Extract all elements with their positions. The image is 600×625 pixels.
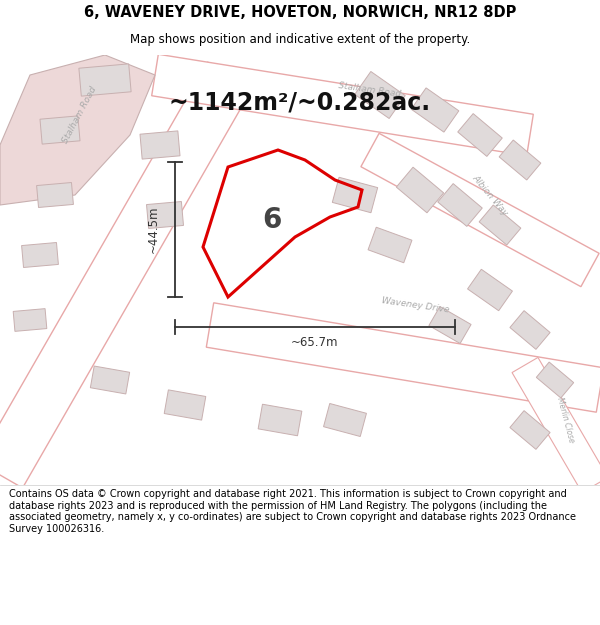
Text: Contains OS data © Crown copyright and database right 2021. This information is : Contains OS data © Crown copyright and d…: [9, 489, 576, 534]
Polygon shape: [0, 55, 155, 205]
Text: ~1142m²/~0.282ac.: ~1142m²/~0.282ac.: [169, 91, 431, 115]
Text: ~65.7m: ~65.7m: [291, 336, 339, 349]
Text: Albion Way: Albion Way: [470, 173, 509, 217]
Text: Merlin Close: Merlin Close: [554, 396, 575, 444]
Polygon shape: [512, 357, 600, 492]
Bar: [164, 390, 206, 420]
Bar: [323, 404, 367, 436]
Bar: [79, 64, 131, 96]
Polygon shape: [361, 133, 599, 287]
Text: Stalham Road: Stalham Road: [338, 81, 402, 99]
Bar: [22, 242, 58, 268]
Bar: [91, 366, 130, 394]
Bar: [40, 116, 80, 144]
Bar: [140, 131, 180, 159]
Bar: [467, 269, 512, 311]
Polygon shape: [152, 54, 533, 156]
Polygon shape: [206, 302, 600, 412]
Bar: [355, 71, 405, 119]
Polygon shape: [0, 62, 253, 488]
Bar: [536, 362, 574, 398]
Bar: [510, 311, 550, 349]
Text: Stalham Road: Stalham Road: [61, 85, 99, 145]
Text: 6: 6: [262, 206, 281, 234]
Bar: [37, 182, 73, 208]
Bar: [146, 201, 184, 229]
Text: 6, WAVENEY DRIVE, HOVETON, NORWICH, NR12 8DP: 6, WAVENEY DRIVE, HOVETON, NORWICH, NR12…: [84, 4, 516, 19]
Bar: [458, 114, 502, 156]
Bar: [258, 404, 302, 436]
Bar: [332, 177, 377, 212]
Bar: [429, 306, 471, 344]
Bar: [510, 411, 550, 449]
Bar: [499, 140, 541, 180]
Text: Map shows position and indicative extent of the property.: Map shows position and indicative extent…: [130, 33, 470, 46]
Bar: [438, 184, 482, 226]
Bar: [368, 228, 412, 262]
Bar: [411, 88, 459, 132]
Bar: [397, 167, 443, 213]
Bar: [13, 309, 47, 331]
Text: Waveney Drive: Waveney Drive: [380, 296, 449, 314]
Text: ~44.5m: ~44.5m: [146, 206, 160, 253]
Bar: [479, 205, 521, 245]
